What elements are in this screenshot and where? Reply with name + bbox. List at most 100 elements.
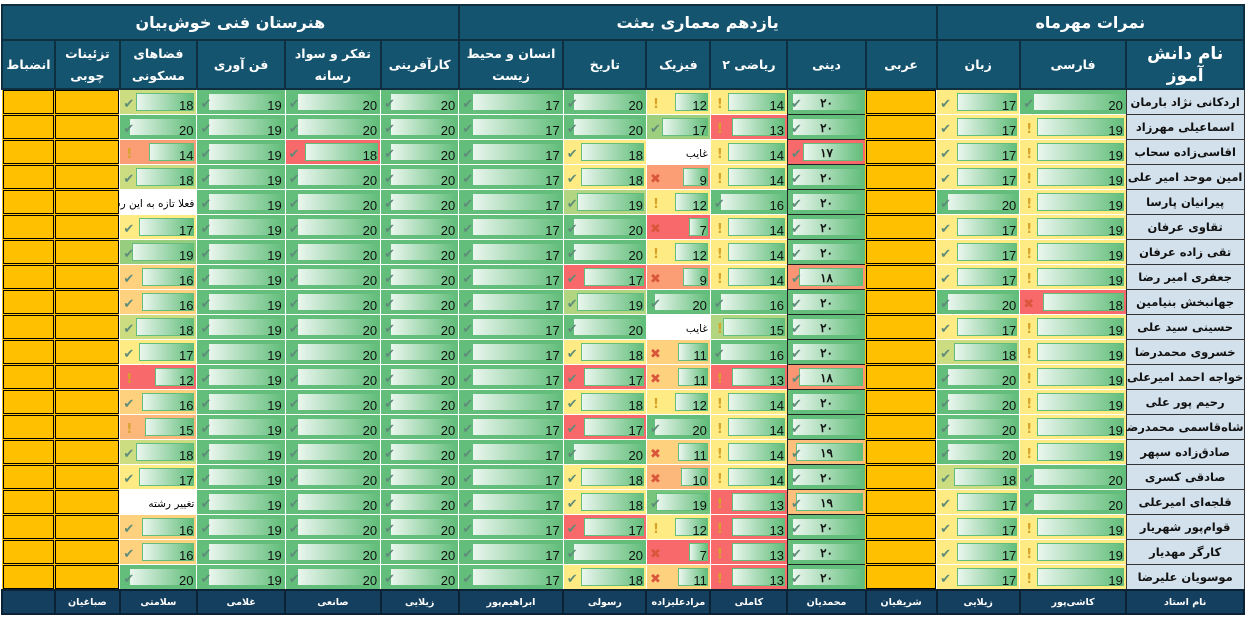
grade-cell-karafarini[interactable]: ✔ 20 <box>380 139 459 165</box>
grade-cell-zaban[interactable]: ✔ 17 <box>936 214 1020 240</box>
grade-cell-tarikh[interactable]: ✔ 17 <box>563 364 647 390</box>
grade-cell-arabi[interactable] <box>865 164 938 190</box>
grade-cell-arabi[interactable] <box>865 414 938 440</box>
grade-cell-dini[interactable]: ✔ ۲۰ <box>786 214 867 240</box>
grade-cell-karafarini[interactable]: ✔ 20 <box>380 164 459 190</box>
grade-cell-fanavari[interactable]: ✔ 19 <box>196 264 286 290</box>
grade-cell-fanavari[interactable]: ✔ 19 <box>196 214 286 240</box>
student-name[interactable]: صادقی کسری <box>1125 464 1245 490</box>
grade-cell-farsi[interactable]: ! 19 <box>1019 114 1127 140</box>
grade-cell-ensan[interactable]: ✔ 17 <box>458 289 564 315</box>
grade-cell-tafakor[interactable]: ✔ 20 <box>285 339 381 365</box>
grade-cell-enzebat[interactable] <box>1 389 56 415</box>
grade-cell-fanavari[interactable]: ✔ 19 <box>196 489 286 515</box>
grade-cell-karafarini[interactable]: ✔ 20 <box>380 239 459 265</box>
grade-cell-tafakor[interactable]: ✔ 20 <box>285 289 381 315</box>
grade-cell-tazinat[interactable] <box>54 564 121 591</box>
grade-cell-riazi[interactable]: ✔ 16 <box>710 289 788 315</box>
grade-cell-karafarini[interactable]: ✔ 20 <box>380 89 459 115</box>
grade-cell-fazaha[interactable]: ! 14 <box>119 139 197 165</box>
grade-cell-fizik[interactable]: ! 12 <box>646 89 711 115</box>
grade-cell-tafakor[interactable]: ✔ 20 <box>285 314 381 340</box>
grade-cell-tarikh[interactable]: ✔ 18 <box>563 464 647 490</box>
grade-cell-fazaha[interactable]: ✔ 17 <box>119 339 197 365</box>
grade-cell-dini[interactable]: ✔ ۲۰ <box>786 189 867 215</box>
grade-cell-zaban[interactable]: ✔ 17 <box>936 139 1020 165</box>
grade-cell-enzebat[interactable] <box>1 339 56 365</box>
grade-cell-tazinat[interactable] <box>54 88 121 115</box>
grade-cell-tazinat[interactable] <box>54 189 121 215</box>
grade-cell-tafakor[interactable]: ✔ 18 <box>285 139 381 165</box>
grade-cell-riazi[interactable]: ! 13 <box>710 564 788 590</box>
grade-cell-tafakor[interactable]: ✔ 20 <box>285 364 381 390</box>
grade-cell-tafakor[interactable]: ✔ 20 <box>285 189 381 215</box>
grade-cell-fanavari[interactable]: ✔ 19 <box>196 389 286 415</box>
grade-cell-arabi[interactable] <box>865 339 938 365</box>
grade-cell-dini[interactable]: ✔ ۱۸ <box>786 364 867 390</box>
grade-cell-riazi[interactable]: ! 15 <box>710 314 788 340</box>
grade-cell-tazinat[interactable] <box>54 464 121 490</box>
grade-cell-karafarini[interactable]: ✔ 20 <box>380 464 459 490</box>
grade-cell-tafakor[interactable]: ✔ 20 <box>285 564 381 590</box>
grade-cell-tafakor[interactable]: ✔ 20 <box>285 214 381 240</box>
grade-cell-tazinat[interactable] <box>54 389 121 415</box>
grade-cell-fizik[interactable]: ✔ 17 <box>646 114 711 140</box>
grade-cell-tazinat[interactable] <box>54 139 121 165</box>
grade-cell-arabi[interactable] <box>865 139 938 165</box>
grade-cell-tarikh[interactable]: ✔ 19 <box>563 189 647 215</box>
grade-cell-dini[interactable]: ✔ ۲۰ <box>786 339 867 365</box>
grade-cell-karafarini[interactable]: ✔ 20 <box>380 114 459 140</box>
grade-cell-fizik[interactable]: ✖ 11 <box>646 339 711 365</box>
note-cell-fazaha[interactable]: فعلا تازه به این رشته اومده <box>75 189 197 215</box>
grade-cell-tafakor[interactable]: ✔ 20 <box>285 264 381 290</box>
grade-cell-dini[interactable]: ✔ ۲۰ <box>786 114 867 140</box>
grade-cell-tafakor[interactable]: ✔ 20 <box>285 239 381 265</box>
grade-cell-farsi[interactable]: ! 19 <box>1019 564 1127 590</box>
grade-cell-fizik[interactable]: ! 12 <box>646 514 711 540</box>
grade-cell-riazi[interactable]: ! 14 <box>710 89 788 115</box>
grade-cell-tafakor[interactable]: ✔ 20 <box>285 464 381 490</box>
grade-cell-fizik[interactable]: ✖ 7 <box>646 539 711 565</box>
grade-cell-riazi[interactable]: ! 14 <box>710 464 788 490</box>
grade-cell-farsi[interactable]: ! 19 <box>1019 414 1127 440</box>
grade-cell-tarikh[interactable]: ✔ 20 <box>563 439 647 465</box>
grade-cell-fizik[interactable]: ✖ 9 <box>646 164 711 190</box>
grade-cell-karafarini[interactable]: ✔ 20 <box>380 564 459 590</box>
student-name[interactable]: پیرانیان پارسا <box>1125 189 1245 215</box>
grade-cell-tazinat[interactable] <box>54 289 121 315</box>
grade-cell-dini[interactable]: ✔ ۲۰ <box>786 239 867 265</box>
grade-cell-tafakor[interactable]: ✔ 20 <box>285 164 381 190</box>
grade-cell-fanavari[interactable]: ✔ 19 <box>196 114 286 140</box>
student-name[interactable]: امین موحد امیر علی <box>1125 164 1245 190</box>
grade-cell-tarikh[interactable]: ✔ 17 <box>563 264 647 290</box>
grade-cell-zaban[interactable]: ✔ 17 <box>936 114 1020 140</box>
grade-cell-tazinat[interactable] <box>54 489 121 515</box>
grade-cell-tarikh[interactable]: ✔ 19 <box>563 289 647 315</box>
grade-cell-tarikh[interactable]: ✔ 18 <box>563 139 647 165</box>
grade-cell-karafarini[interactable]: ✔ 20 <box>380 414 459 440</box>
grade-cell-fizik[interactable]: ! 12 <box>646 389 711 415</box>
grade-cell-arabi[interactable] <box>865 389 938 415</box>
grade-cell-farsi[interactable]: ! 19 <box>1019 189 1127 215</box>
student-name[interactable]: تقی زاده عرفان <box>1125 239 1245 265</box>
grade-cell-zaban[interactable]: ✔ 20 <box>936 389 1020 415</box>
note-cell-fizik[interactable]: غایب <box>646 139 711 165</box>
grade-cell-tazinat[interactable] <box>54 339 121 365</box>
grade-cell-zaban[interactable]: ✔ 20 <box>936 289 1020 315</box>
grade-cell-fizik[interactable]: ✖ 10 <box>646 464 711 490</box>
student-name[interactable]: صادق‌زاده سپهر <box>1125 439 1245 465</box>
grade-cell-tafakor[interactable]: ✔ 20 <box>285 514 381 540</box>
grade-cell-fazaha[interactable]: ✔ 18 <box>119 439 197 465</box>
grade-cell-dini[interactable]: ✔ ۲۰ <box>786 464 867 490</box>
grade-cell-tarikh[interactable]: ✔ 18 <box>563 489 647 515</box>
grade-cell-tazinat[interactable] <box>54 439 121 465</box>
grade-cell-farsi[interactable]: ! 19 <box>1019 514 1127 540</box>
grade-cell-enzebat[interactable] <box>1 139 56 165</box>
grade-cell-dini[interactable]: ✔ ۲۰ <box>786 164 867 190</box>
student-name[interactable]: اسماعیلی مهرزاد <box>1125 114 1245 140</box>
grade-cell-tafakor[interactable]: ✔ 20 <box>285 489 381 515</box>
grade-cell-riazi[interactable]: ! 13 <box>710 489 788 515</box>
grade-cell-fazaha[interactable]: ! 12 <box>119 364 197 390</box>
grade-cell-karafarini[interactable]: ✔ 20 <box>380 439 459 465</box>
grade-cell-arabi[interactable] <box>865 314 938 340</box>
